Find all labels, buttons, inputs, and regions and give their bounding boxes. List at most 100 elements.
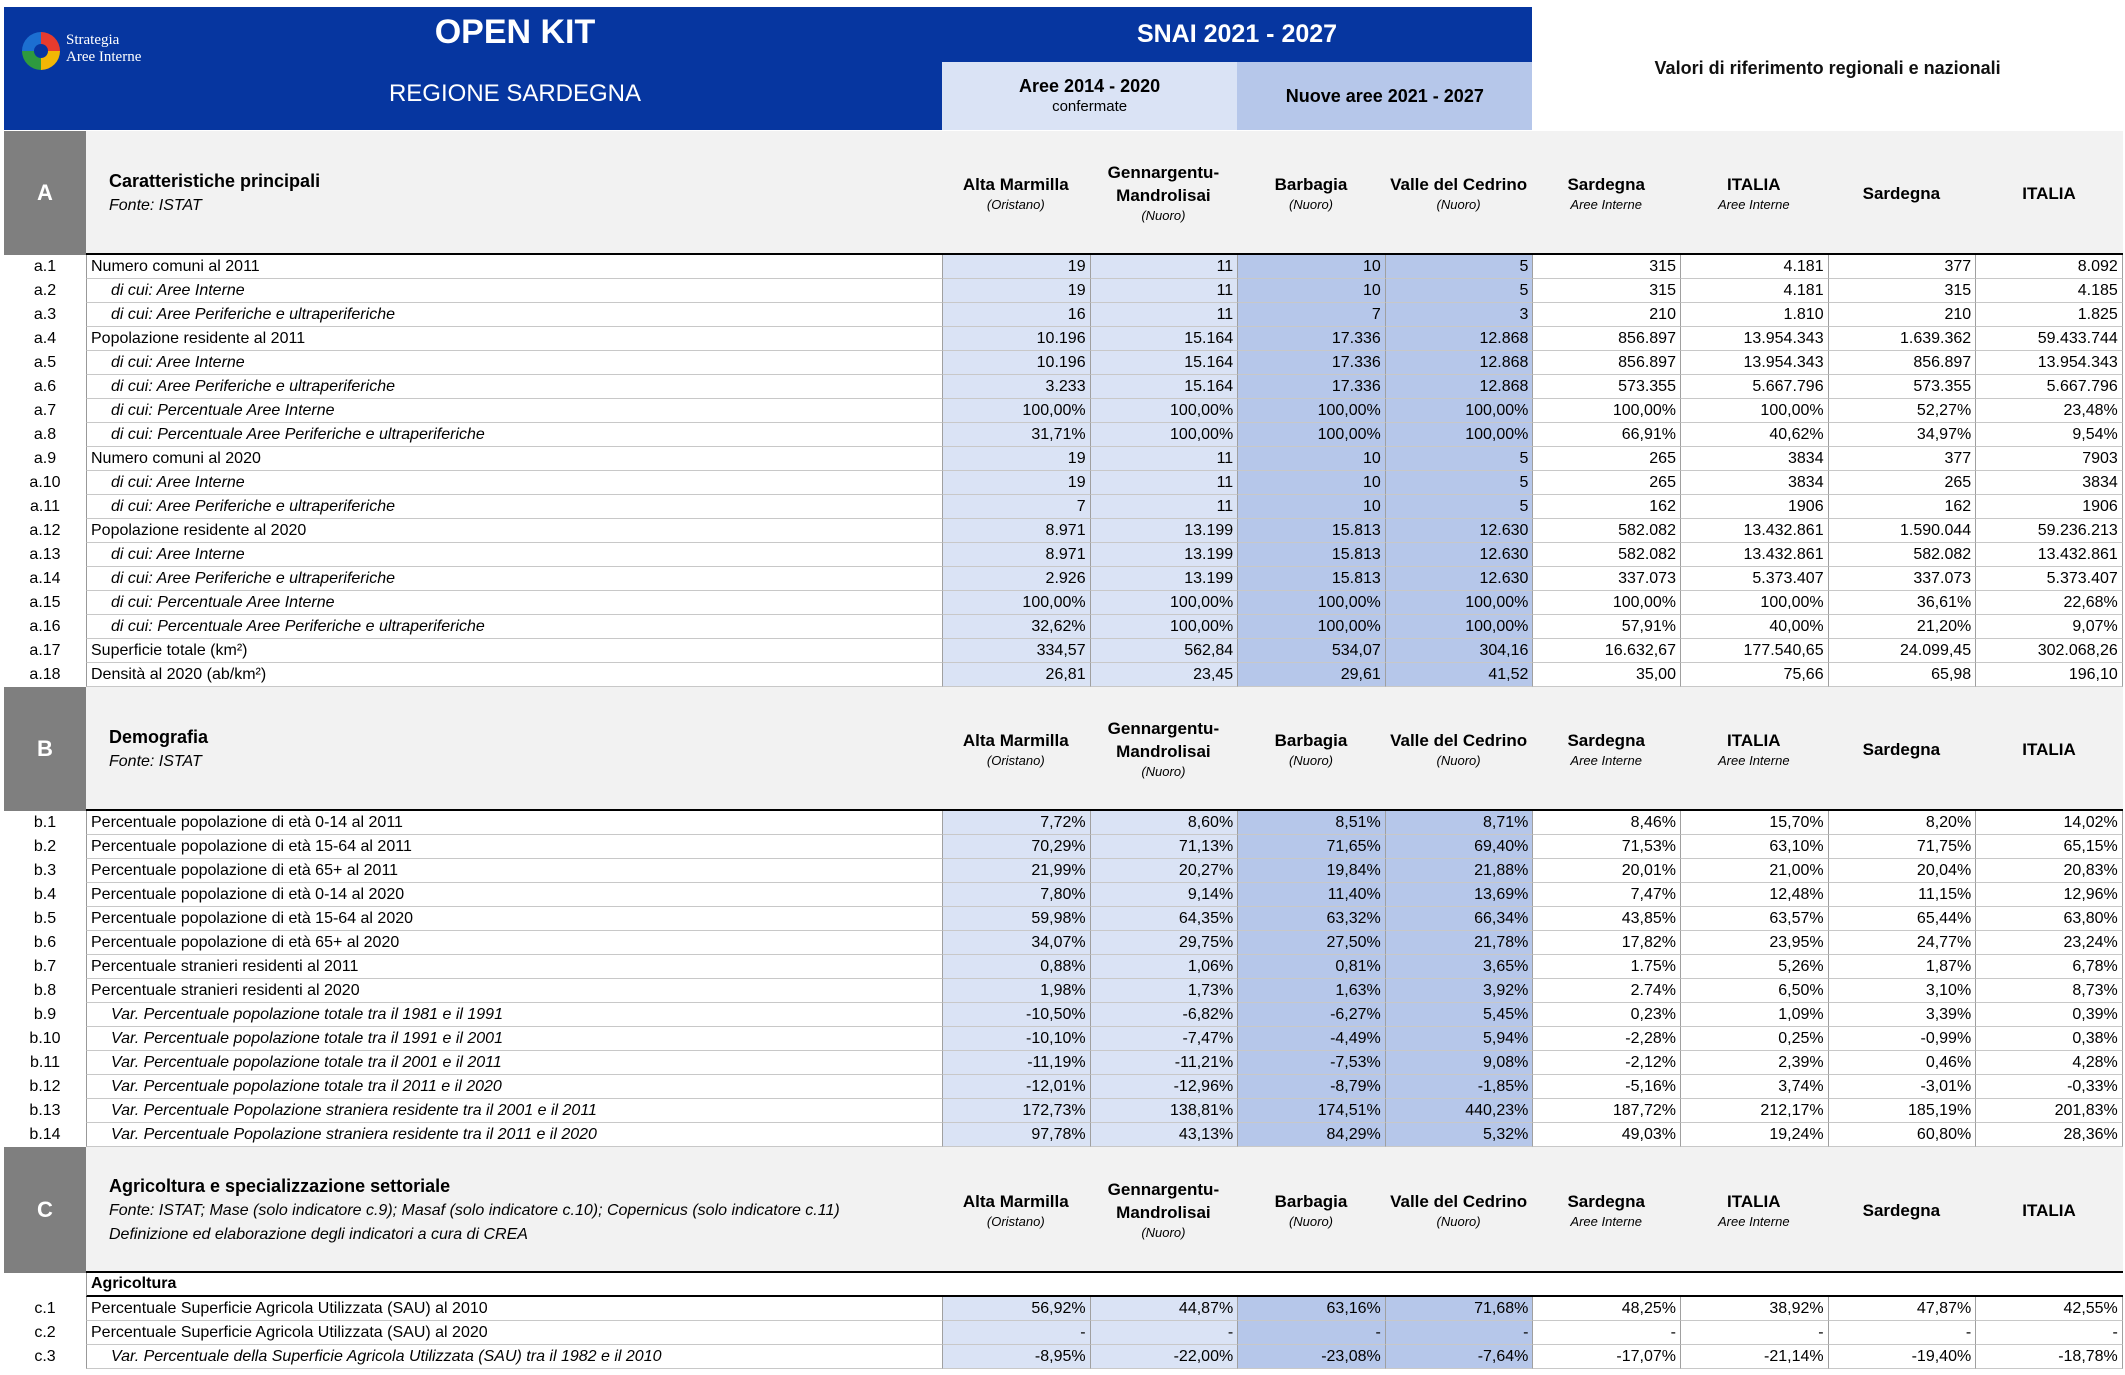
value-cell: 15.813 [1237, 543, 1385, 567]
value-cell: 4.181 [1680, 279, 1828, 303]
section-title: Caratteristiche principali [109, 170, 321, 191]
column-header: Valle del Cedrino (Nuoro) [1385, 687, 1533, 811]
row-label: Var. Percentuale popolazione totale tra … [86, 1027, 942, 1051]
column-sub: (Nuoro) [1436, 196, 1481, 212]
value-cell: 21,78% [1384, 931, 1533, 955]
column-sub: Aree Interne [1570, 1213, 1642, 1229]
value-cell: 48,25% [1532, 1297, 1680, 1321]
value-cell: 304,16 [1384, 639, 1533, 663]
value-cell: 2.74% [1532, 979, 1680, 1003]
value-cell: 1.810 [1680, 303, 1828, 327]
row-code: a.18 [29, 666, 61, 683]
row-label: Percentuale Superficie Agricola Utilizza… [86, 1321, 942, 1345]
column-name: Sardegna [1862, 1200, 1941, 1220]
value-cell: -4,49% [1237, 1027, 1385, 1051]
value-cell: 57,91% [1532, 615, 1680, 639]
row-code: b.7 [33, 958, 57, 975]
value-cell: 40,00% [1680, 615, 1828, 639]
value-cell: 1.639.362 [1827, 327, 1976, 351]
value-cell: 63,16% [1237, 1297, 1385, 1321]
value-cell: 12.868 [1384, 327, 1533, 351]
value-cell: 1.75% [1532, 955, 1680, 979]
value-cell: 66,34% [1384, 907, 1533, 931]
column-header: Alta Marmilla (Oristano) [942, 1147, 1090, 1273]
value-cell: 71,68% [1384, 1297, 1533, 1321]
row-label: di cui: Aree Periferiche e ultraperiferi… [86, 303, 942, 327]
value-cell: 26,81 [942, 663, 1090, 687]
value-cell: 17.336 [1237, 327, 1385, 351]
row-code: b.10 [29, 1030, 61, 1047]
value-cell: 315 [1827, 279, 1976, 303]
value-cell: 302.068,26 [1975, 639, 2123, 663]
value-cell: 162 [1827, 495, 1976, 519]
value-cell: 0,88% [942, 955, 1090, 979]
value-cell: 1,73% [1089, 979, 1238, 1003]
column-header: ITALIA Aree Interne [1680, 1147, 1828, 1273]
row-code: a.9 [33, 450, 57, 467]
value-cell: 377 [1827, 447, 1976, 471]
value-cell: - [1532, 1321, 1680, 1345]
value-cell: 10 [1237, 279, 1385, 303]
row-code: b.1 [33, 814, 57, 831]
logo-text: Strategia Aree Interne [66, 32, 186, 66]
value-cell: 8.971 [942, 543, 1090, 567]
column-sub: (Nuoro) [1288, 196, 1334, 212]
row-label: di cui: Percentuale Aree Interne [86, 399, 942, 423]
column-name: Sardegna [1567, 1191, 1645, 1211]
value-cell: 13.432.861 [1975, 543, 2123, 567]
value-cell: -11,21% [1089, 1051, 1238, 1075]
value-cell: 100,00% [1237, 615, 1385, 639]
value-cell: 0,39% [1975, 1003, 2123, 1027]
section-band [86, 687, 2123, 811]
value-cell: 21,99% [942, 859, 1090, 883]
value-cell: 100,00% [1089, 615, 1238, 639]
value-cell: 2.926 [942, 567, 1090, 591]
value-cell: 29,75% [1089, 931, 1238, 955]
value-cell: 337.073 [1532, 567, 1680, 591]
value-cell: -2,28% [1532, 1027, 1680, 1051]
row-label: Superficie totale (km²) [86, 639, 942, 663]
value-cell: 13.954.343 [1680, 351, 1828, 375]
value-cell: 138,81% [1089, 1099, 1238, 1123]
column-header: Barbagia (Nuoro) [1237, 1147, 1385, 1273]
row-code: b.3 [33, 862, 57, 879]
section-source: Fonte: ISTAT; Mase (solo indicatore c.9)… [109, 1201, 840, 1219]
value-cell: 13.199 [1089, 567, 1238, 591]
value-cell: 65,44% [1827, 907, 1976, 931]
value-cell: 9,08% [1384, 1051, 1533, 1075]
section-letter: A [4, 131, 86, 255]
column-header: ITALIA [1975, 1147, 2123, 1273]
column-name: Sardegna [1862, 739, 1941, 759]
value-cell: 212,17% [1680, 1099, 1828, 1123]
value-cell: 5,26% [1680, 955, 1828, 979]
value-cell: 32,62% [942, 615, 1090, 639]
value-cell: 64,35% [1089, 907, 1238, 931]
value-cell: 13,69% [1384, 883, 1533, 907]
column-sub: (Nuoro) [1141, 208, 1186, 223]
column-name: ITALIA [2022, 1200, 2076, 1220]
row-label: Percentuale Superficie Agricola Utilizza… [86, 1297, 942, 1321]
row-code: b.4 [33, 886, 57, 903]
row-label: Percentuale popolazione di età 15-64 al … [86, 907, 942, 931]
value-cell: 27,50% [1237, 931, 1385, 955]
value-cell: 1,09% [1680, 1003, 1828, 1027]
value-cell: 16 [942, 303, 1090, 327]
value-cell: 5 [1384, 447, 1533, 471]
column-name: Sardegna [1567, 174, 1645, 194]
value-cell: 5 [1384, 279, 1533, 303]
value-cell: 8,73% [1975, 979, 2123, 1003]
column-name: Valle del Cedrino [1390, 174, 1528, 194]
value-cell: 34,97% [1827, 423, 1976, 447]
value-cell: 100,00% [942, 591, 1090, 615]
value-cell: -1,85% [1384, 1075, 1533, 1099]
value-cell: -6,27% [1237, 1003, 1385, 1027]
value-cell: 10.196 [942, 351, 1090, 375]
value-cell: -0,99% [1827, 1027, 1976, 1051]
value-cell: 7 [1237, 303, 1385, 327]
column-sub: Aree Interne [1718, 1213, 1790, 1229]
section-band [86, 1147, 2123, 1273]
value-cell: 97,78% [942, 1123, 1090, 1147]
column-sub: Aree Interne [1570, 196, 1642, 212]
value-cell: 15.813 [1237, 567, 1385, 591]
value-cell: 177.540,65 [1680, 639, 1828, 663]
